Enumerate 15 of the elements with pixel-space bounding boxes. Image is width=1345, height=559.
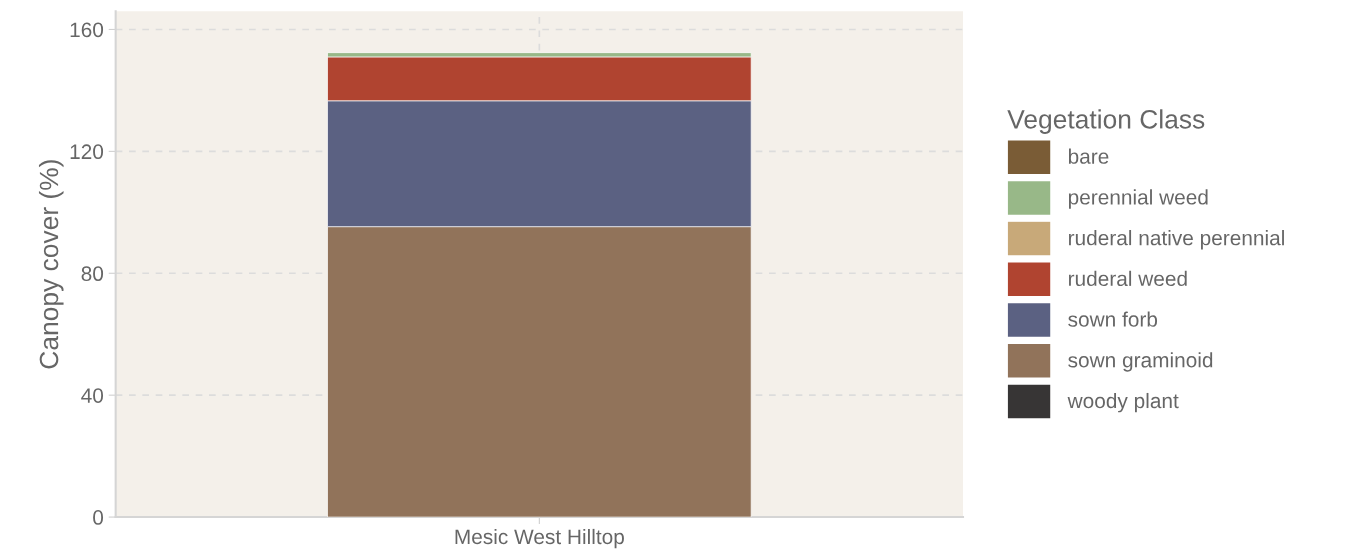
legend-label: sown graminoid bbox=[1068, 352, 1213, 372]
y-tick-label: 120 bbox=[70, 144, 104, 160]
legend-label: bare bbox=[1068, 148, 1109, 164]
y-tick-label: 40 bbox=[81, 388, 104, 403]
legend-label: ruderal native perennial bbox=[1068, 230, 1284, 250]
legend-label: perennial weed bbox=[1068, 189, 1208, 209]
legend-label: ruderal weed bbox=[1068, 270, 1187, 287]
y-tick-label: 80 bbox=[81, 266, 104, 282]
y-tick-label: 160 bbox=[70, 22, 104, 38]
y-tick-label: 0 bbox=[93, 510, 104, 525]
legend-label: sown forb bbox=[1068, 311, 1158, 327]
legend-title: Vegetation Class bbox=[1007, 109, 1205, 134]
x-tick-label: Mesic West Hilltop bbox=[455, 528, 624, 549]
y-axis-title: Canopy cover (%) bbox=[38, 160, 64, 369]
legend-label: woody plant bbox=[1067, 392, 1179, 413]
